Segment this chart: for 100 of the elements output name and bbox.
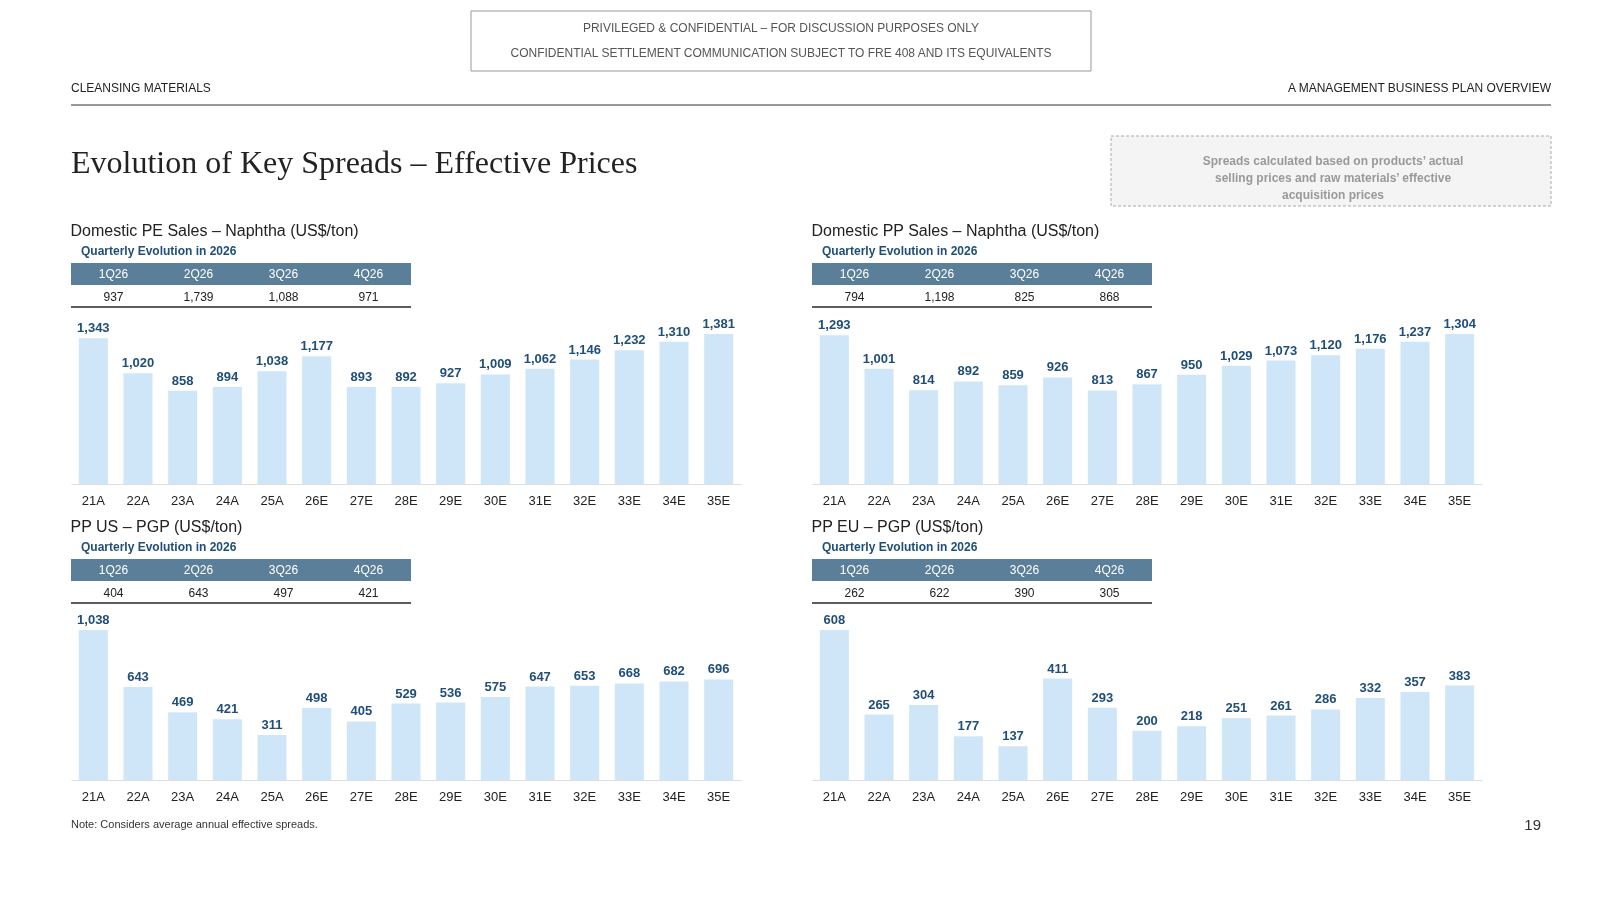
data-label: 1,120	[1309, 337, 1342, 353]
data-label: 383	[1448, 667, 1471, 683]
x-tick-label: 32E	[1314, 788, 1338, 804]
data-label: 390	[1014, 586, 1035, 600]
data-label: 305	[1099, 586, 1120, 600]
x-tick-label: 25A	[1001, 788, 1025, 804]
data-label: 293	[1091, 689, 1114, 705]
data-label: 261	[1270, 697, 1292, 713]
data-label: 1,038	[255, 353, 289, 369]
x-tick-label: 22A	[867, 788, 891, 804]
data-label: 497	[273, 586, 294, 600]
data-label: 868	[1099, 290, 1120, 304]
bar	[1043, 678, 1073, 780]
x-tick-label: 30E	[1224, 492, 1249, 508]
chart-title: Domestic PP Sales – Naphtha (US$/ton)	[811, 222, 1100, 239]
text: 19	[1524, 816, 1541, 833]
data-label: 643	[127, 669, 149, 685]
bar	[391, 387, 421, 484]
data-label: 927	[439, 365, 462, 381]
text: Evolution of Key Spreads – Effective Prices	[71, 144, 638, 180]
data-label: 1,237	[1398, 323, 1432, 339]
x-tick-label: 21A	[81, 492, 106, 508]
x-tick-label: 31E	[528, 492, 552, 508]
data-label: 404	[103, 586, 124, 600]
data-label: 1,009	[479, 356, 512, 372]
chart-title: PP US – PGP (US$/ton)	[70, 518, 243, 535]
text: A MANAGEMENT BUSINESS PLAN OVERVIEW	[1288, 81, 1552, 95]
x-tick-label: 22A	[126, 788, 150, 804]
text: Quarterly Evolution in 2026	[81, 540, 237, 554]
x-tick-label: 31E	[528, 788, 552, 804]
data-label: 498	[305, 690, 328, 706]
x-tick-label: 32E	[1314, 492, 1338, 508]
x-tick-label: 28E	[394, 492, 418, 508]
x-tick-label: 35E	[707, 492, 731, 508]
data-label: 1,062	[523, 350, 557, 366]
data-label: 894	[216, 368, 239, 384]
data-label: 286	[1314, 691, 1337, 707]
data-label: 1,038	[77, 612, 110, 627]
data-label: 1,176	[1354, 330, 1387, 346]
bar	[212, 386, 242, 484]
data-label: 1,177	[300, 338, 333, 354]
x-tick-label: 33E	[1358, 492, 1383, 508]
bar	[480, 696, 510, 780]
x-tick-label: 23A	[171, 492, 195, 508]
text: Quarterly Evolution in 2026	[822, 244, 978, 258]
x-tick-label: 32E	[573, 788, 597, 804]
data-label: 622	[929, 586, 950, 600]
category-label: 1Q26	[839, 563, 870, 577]
x-tick-label: 31E	[1269, 492, 1293, 508]
x-tick-label: 28E	[1135, 788, 1159, 804]
bar	[346, 721, 376, 780]
data-label: 251	[1225, 700, 1248, 716]
bar	[302, 356, 332, 484]
bar	[704, 679, 734, 780]
bar	[1355, 348, 1385, 484]
bar	[864, 714, 894, 780]
x-tick-label: 27E	[1090, 788, 1115, 804]
data-label: 892	[395, 369, 417, 385]
data-label: 357	[1404, 673, 1426, 689]
bar	[257, 371, 287, 484]
bar	[1445, 334, 1475, 484]
data-label: 1,310	[657, 323, 691, 339]
data-label: 858	[171, 372, 194, 388]
chart-title: PP EU – PGP (US$/ton)	[811, 518, 984, 535]
category-label: 4Q26	[353, 267, 384, 281]
x-tick-label: 29E	[1180, 788, 1204, 804]
x-tick-label: 26E	[1046, 788, 1070, 804]
text: PRIVILEGED & CONFIDENTIAL – FOR DISCUSSION PURPOSES ONLY	[582, 21, 980, 35]
chart-title: Domestic PE Sales – Naphtha (US$/ton)	[70, 222, 359, 239]
bar	[168, 390, 198, 484]
bar	[257, 735, 287, 780]
data-label: 1,232	[613, 332, 646, 348]
category-label: 2Q26	[924, 267, 955, 281]
data-label: 177	[957, 718, 980, 734]
x-tick-label: 23A	[912, 492, 936, 508]
data-label: 411	[1047, 660, 1069, 676]
data-label: 814	[912, 372, 936, 388]
data-label: 971	[358, 290, 379, 304]
data-label: 668	[618, 665, 641, 681]
bar	[525, 686, 555, 780]
x-tick-label: 28E	[394, 788, 418, 804]
x-tick-label: 34E	[662, 492, 686, 508]
bar	[998, 385, 1028, 484]
text: CLEANSING MATERIALS	[71, 81, 211, 95]
category-label: 3Q26	[268, 267, 299, 281]
bar	[1087, 707, 1117, 780]
text: Quarterly Evolution in 2026	[822, 540, 978, 554]
bar	[1400, 691, 1430, 780]
category-label: 2Q26	[183, 267, 214, 281]
x-tick-label: 32E	[573, 492, 597, 508]
x-tick-label: 34E	[662, 788, 686, 804]
bar	[998, 746, 1028, 780]
data-label: 332	[1359, 680, 1382, 696]
x-tick-label: 27E	[349, 492, 374, 508]
x-tick-label: 24A	[215, 788, 240, 804]
data-label: 825	[1014, 290, 1035, 304]
bar	[1177, 374, 1207, 484]
x-tick-label: 22A	[126, 492, 150, 508]
x-tick-label: 24A	[956, 492, 981, 508]
data-label: 200	[1136, 712, 1158, 728]
